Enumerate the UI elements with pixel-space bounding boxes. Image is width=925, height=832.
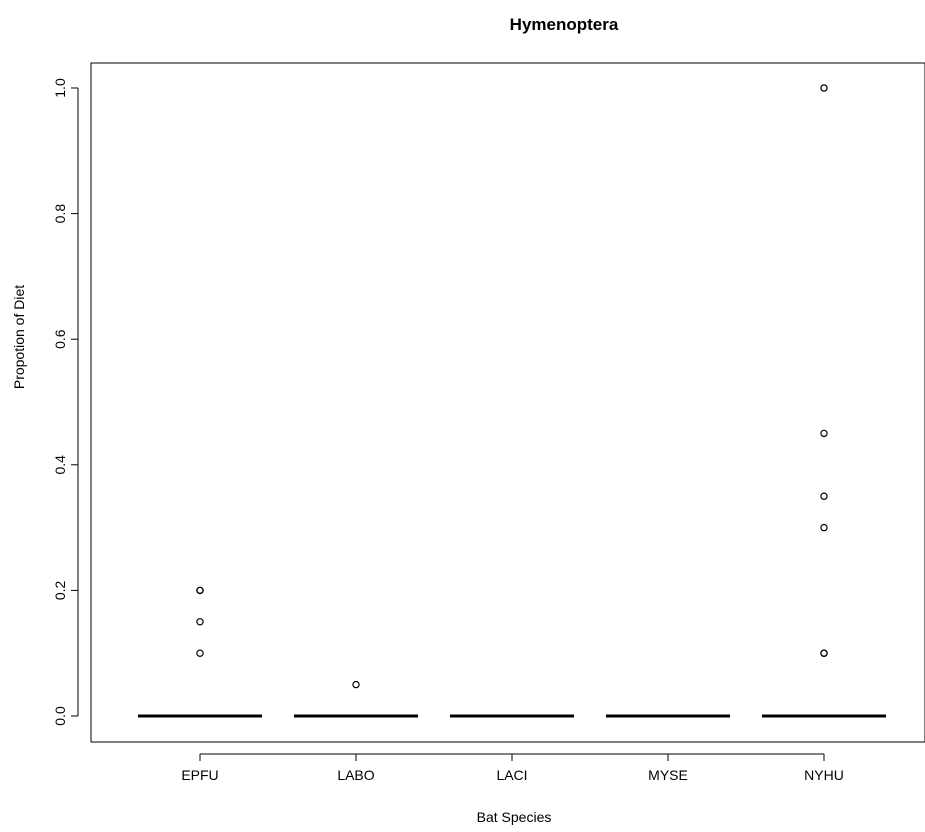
x-axis: EPFU LABO LACI MYSE NYHU (181, 753, 844, 783)
outlier-point-labo (352, 680, 360, 689)
outlier-point-nyhu (820, 649, 828, 657)
x-tick-label: LACI (496, 767, 527, 783)
y-tick-label: 0.6 (52, 329, 68, 349)
x-tick-label: LABO (337, 767, 374, 783)
y-tick-label: 0.8 (52, 204, 68, 224)
y-tick-label: 0.4 (52, 455, 68, 475)
y-axis: 0.0 0.2 0.4 0.6 0.8 1.0 (52, 78, 79, 726)
outlier-point-nyhu (820, 523, 828, 532)
x-axis-title: Bat Species (477, 809, 552, 825)
outlier-point-nyhu (820, 492, 828, 500)
y-tick-label: 1.0 (52, 78, 68, 98)
x-tick-label: NYHU (804, 767, 844, 783)
chart-title: Hymenoptera (510, 15, 619, 34)
y-tick-label: 0.0 (52, 706, 68, 726)
x-tick-label: MYSE (648, 767, 688, 783)
y-axis-title: Propotion of Diet (11, 285, 27, 389)
y-tick-label: 0.2 (52, 580, 68, 600)
outlier-point-epfu (196, 586, 204, 595)
plot-frame (90, 62, 925, 743)
outlier-point-epfu (196, 649, 204, 657)
chart-marks (138, 84, 886, 718)
outlier-point-nyhu (820, 429, 828, 438)
outlier-point-epfu (196, 618, 204, 626)
outlier-point-nyhu (820, 84, 828, 92)
x-tick-label: EPFU (181, 767, 218, 783)
